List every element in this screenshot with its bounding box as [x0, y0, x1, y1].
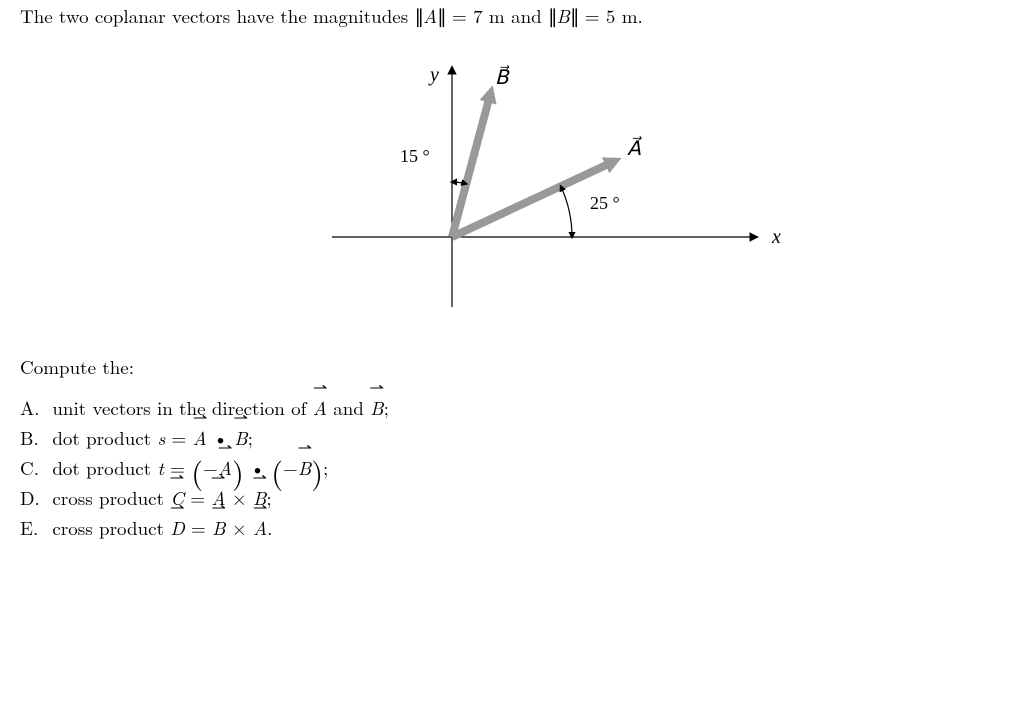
eq-b: =: [585, 2, 606, 29]
intro-text: The two coplanar vectors have the magnit…: [20, 2, 1004, 29]
sym-t: t: [157, 454, 163, 481]
eq: =: [172, 424, 193, 451]
vec-b: ⇀B: [370, 394, 383, 421]
item-c-pre: dot product: [52, 454, 157, 481]
svg-text:y: y: [428, 64, 439, 86]
period: .: [638, 2, 643, 29]
vec-b: ⇀B: [298, 454, 311, 481]
vec-b: ⇀B: [234, 424, 247, 451]
val-b: 5 m: [606, 2, 638, 29]
item-e: E. cross product ⇀D = ⇀B × ⇀A.: [20, 514, 1004, 541]
item-e-post: .: [267, 514, 272, 541]
vector-diagram: x y A⃗ B⃗ 25 ° 15 °: [232, 47, 792, 317]
item-letter: C.: [20, 454, 46, 481]
eq: =: [190, 484, 211, 511]
item-letter: A.: [20, 394, 46, 421]
vec-d: ⇀D: [170, 514, 184, 541]
figure-container: x y A⃗ B⃗ 25 ° 15 °: [20, 47, 1004, 323]
rparen: ): [311, 450, 323, 493]
intro-prefix: The two coplanar vectors have the magnit…: [20, 2, 415, 29]
vec-b-sym: B: [370, 394, 383, 421]
questions-block: Compute the: A. unit vectors in the dire…: [20, 353, 1004, 541]
item-letter: E.: [20, 514, 46, 541]
svg-text:A⃗: A⃗: [627, 135, 642, 160]
vec-b-sym: B: [298, 454, 311, 481]
item-a-pre: unit vectors in the direction of: [52, 394, 312, 421]
item-letter: D.: [20, 484, 46, 511]
sym-s: s: [157, 424, 165, 451]
svg-text:x: x: [771, 226, 781, 248]
sym-a: A: [423, 2, 437, 29]
vec-d-sym: D: [170, 514, 184, 541]
svg-text:B⃗: B⃗: [495, 64, 510, 89]
item-b-pre: dot product: [52, 424, 157, 451]
item-a-and: and: [333, 394, 370, 421]
item-d-pre: cross product: [52, 484, 170, 511]
vec-b-sym: B: [234, 424, 247, 451]
item-letter: B.: [20, 424, 46, 451]
svg-text:15 °: 15 °: [400, 146, 430, 166]
item-a: A. unit vectors in the direction of ⇀A a…: [20, 394, 1004, 421]
val-a: 7 m: [473, 2, 505, 29]
vec-b: ⇀B: [212, 514, 225, 541]
item-d: D. cross product ⇀C = ⇀A × ⇀B;: [20, 484, 1004, 511]
norm-open-a: ∥: [415, 2, 424, 29]
eq: =: [191, 514, 212, 541]
vec-a-sym: A: [253, 514, 267, 541]
item-e-pre: cross product: [52, 514, 170, 541]
item-a-post: ;: [384, 394, 389, 421]
neg: −: [283, 454, 298, 481]
vec-a: ⇀A: [193, 424, 207, 451]
item-b-post: ;: [248, 424, 253, 451]
norm-close-a: ∥: [437, 2, 446, 29]
lparen: (: [271, 450, 283, 493]
cross-op: ×: [232, 514, 253, 541]
item-b: B. dot product s = ⇀A • ⇀B;: [20, 424, 1004, 451]
compute-heading: Compute the:: [20, 353, 1004, 380]
vec-a-sym: A: [193, 424, 207, 451]
vec-b-sym: B: [212, 514, 225, 541]
eq-a: =: [452, 2, 473, 29]
vec-a-sym: A: [313, 394, 327, 421]
svg-text:25 °: 25 °: [590, 193, 620, 213]
norm-open-b: ∥: [548, 2, 557, 29]
item-c: C. dot product t = (−⇀A) • (−⇀B);: [20, 454, 1004, 481]
item-c-post: ;: [323, 454, 328, 481]
cross-op: ×: [232, 484, 253, 511]
norm-close-b: ∥: [570, 2, 579, 29]
vec-a: ⇀A: [253, 514, 267, 541]
sym-b: B: [557, 2, 570, 29]
and-text: and: [511, 2, 548, 29]
vec-a: ⇀A: [313, 394, 327, 421]
